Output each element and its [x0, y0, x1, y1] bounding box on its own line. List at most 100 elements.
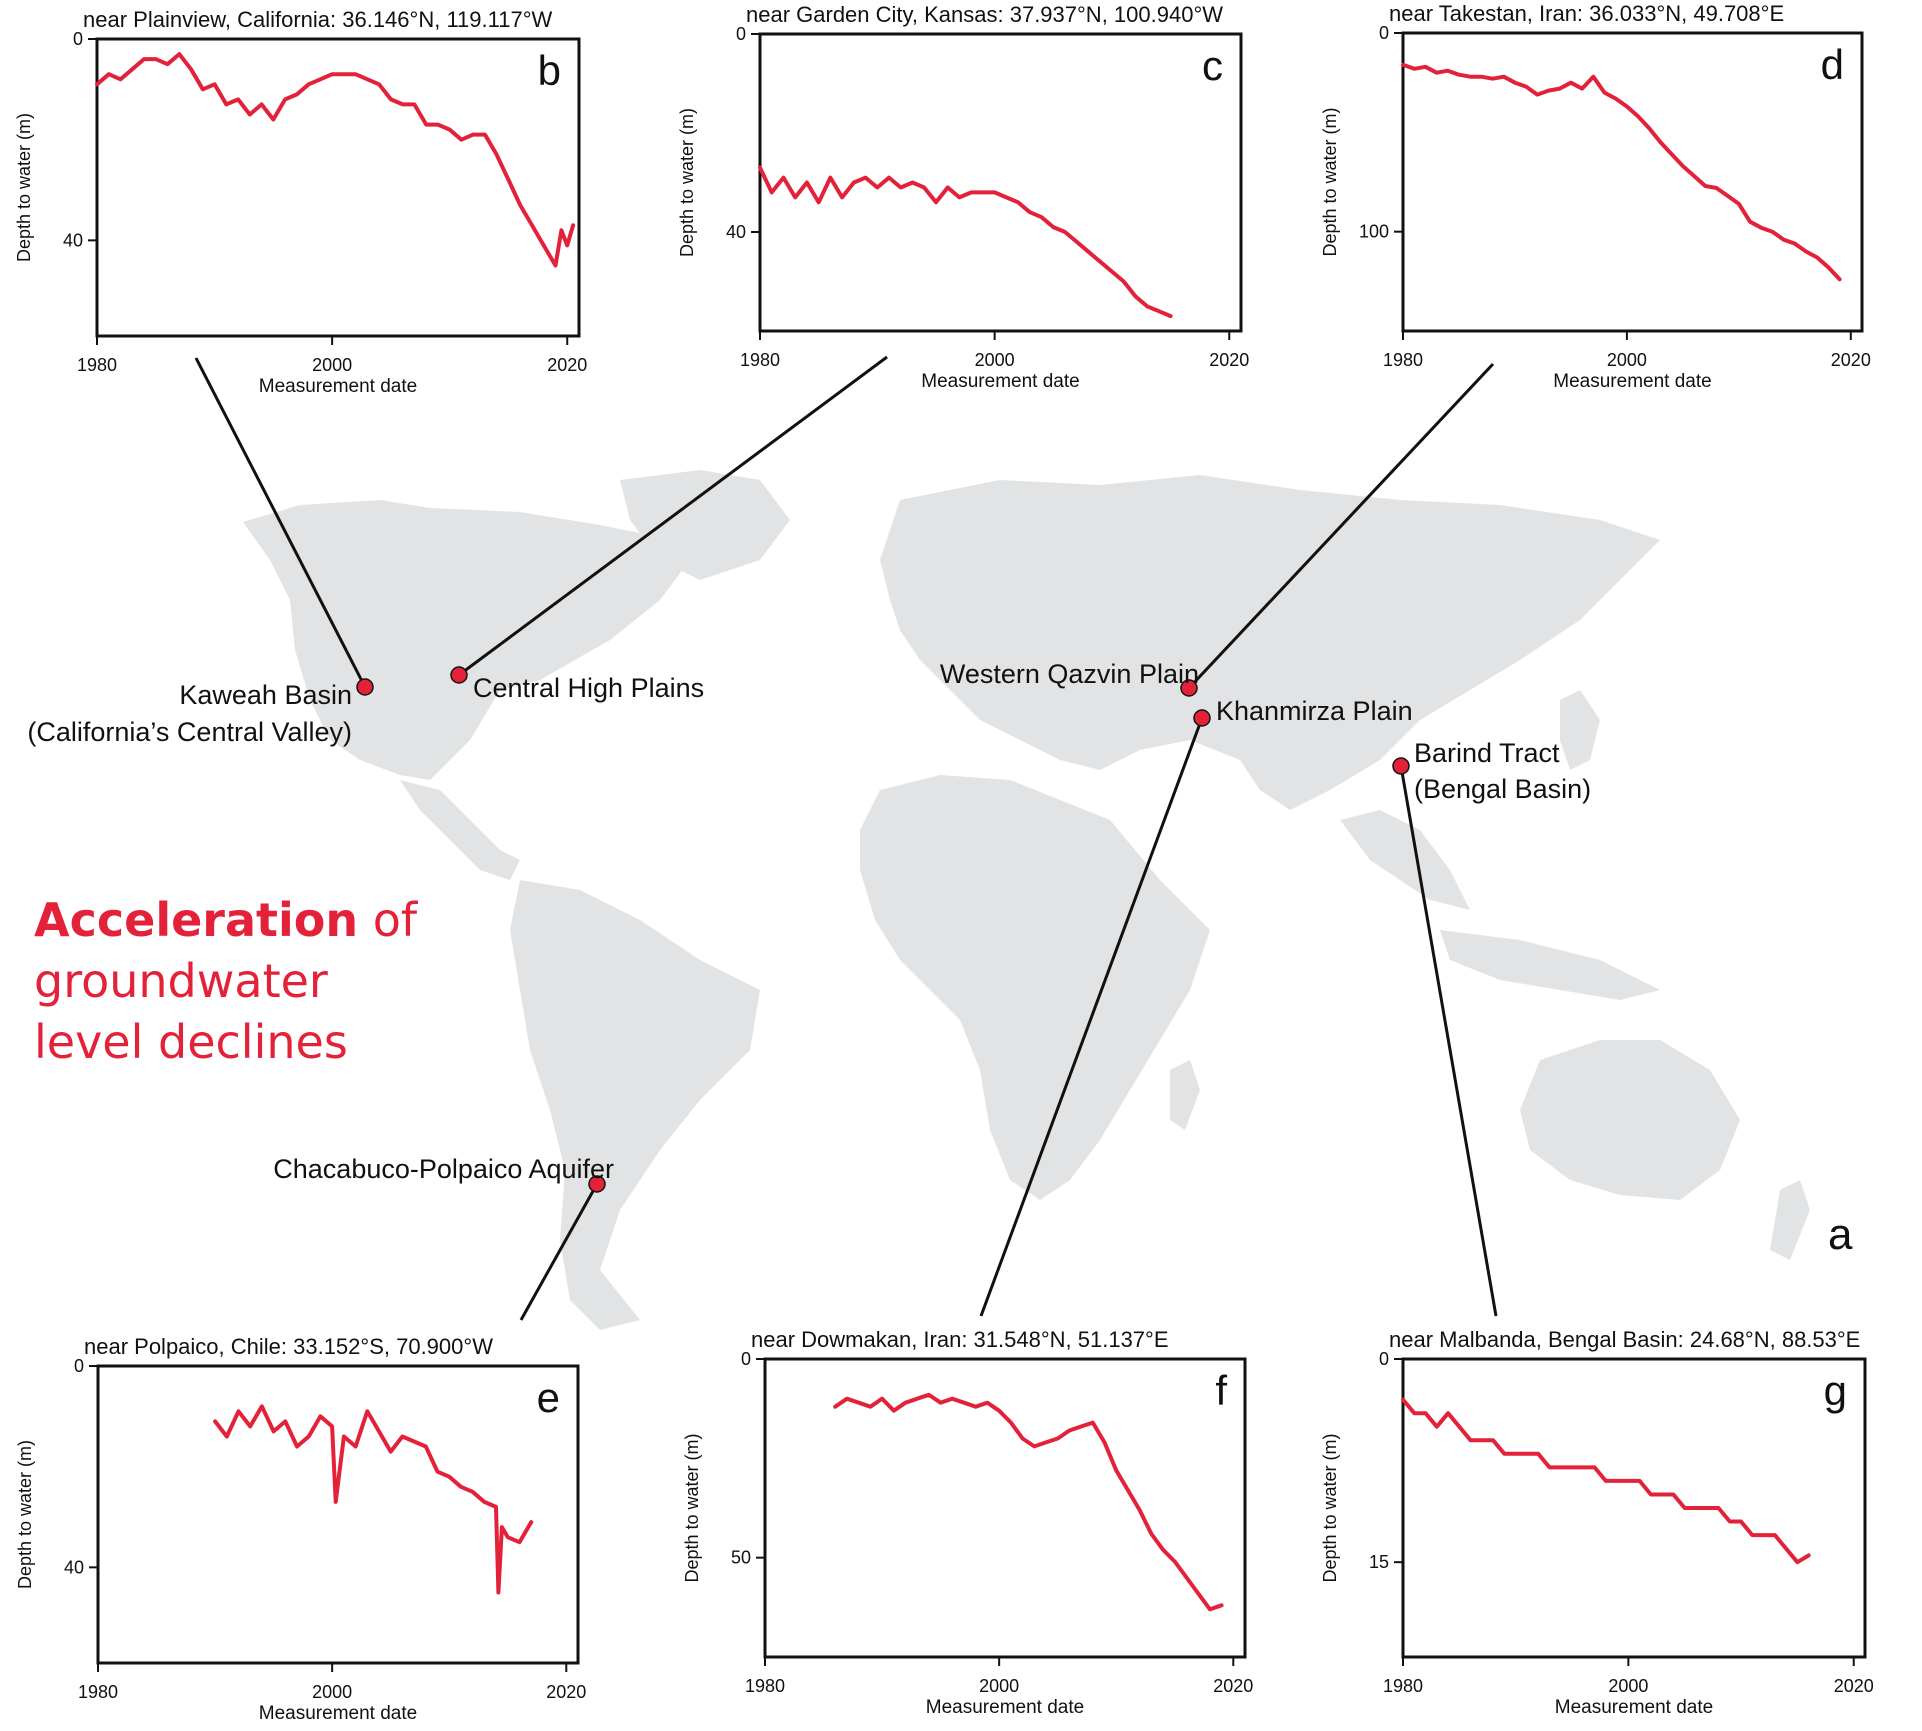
site-label: (Bengal Basin) [1414, 774, 1591, 804]
site-marker [356, 678, 374, 696]
headline-line-3: level declines [34, 1015, 348, 1069]
series-line [1401, 1397, 1811, 1565]
y-axis-label: Depth to water (m) [15, 1440, 35, 1589]
japan-shape [1560, 690, 1600, 770]
x-tick-label: 2020 [547, 355, 587, 375]
headline-line-2: groundwater [34, 954, 328, 1008]
site-qazvin: Western Qazvin Plain [940, 659, 1199, 697]
leader-line-kaweah [194, 357, 367, 688]
plot-frame [758, 32, 1243, 333]
y-tick-label: 40 [64, 1557, 84, 1577]
x-tick-label: 2000 [979, 1676, 1019, 1696]
y-tick-label: 50 [731, 1548, 751, 1568]
southeast-asia-shape [1340, 810, 1470, 910]
land-masses [243, 470, 1810, 1330]
y-axis-label: Depth to water (m) [677, 108, 697, 257]
plot-frame [763, 1357, 1247, 1659]
x-tick-label: 2000 [312, 355, 352, 375]
new-zealand-shape [1770, 1180, 1810, 1260]
site-barind: Barind Tract (Bengal Basin) [1392, 738, 1591, 804]
x-tick-label: 2000 [1608, 1676, 1648, 1696]
x-tick-label: 2020 [546, 1682, 586, 1702]
site-markers: Kaweah Basin (California’s Central Valley… [27, 659, 1591, 1193]
site-marker [588, 1175, 606, 1193]
x-tick-label: 1980 [745, 1676, 785, 1696]
chart-title: near Dowmakan, Iran: 31.548°N, 51.137°E [751, 1327, 1169, 1352]
headline-line-1: Acceleration of [34, 890, 454, 951]
chart-panel-d: near Takestan, Iran: 36.033°N, 49.708°E d… [1320, 1, 1871, 392]
world-map [243, 470, 1810, 1330]
x-axis-label: Measurement date [259, 376, 417, 397]
chart-title: near Garden City, Kansas: 37.937°N, 100.… [746, 2, 1223, 27]
site-label: Central High Plains [473, 673, 704, 703]
panel-letter-c: c [1202, 42, 1223, 89]
plot-frame [1401, 31, 1864, 333]
australia-shape [1520, 1040, 1740, 1200]
x-axis-label: Measurement date [1553, 371, 1711, 392]
x-tick-label: 2000 [312, 1682, 352, 1702]
site-label: Barind Tract [1414, 738, 1560, 768]
x-tick-label: 2000 [1607, 350, 1647, 370]
x-tick-label: 1980 [740, 350, 780, 370]
chart-title: near Malbanda, Bengal Basin: 24.68°N, 88… [1389, 1327, 1860, 1352]
chart-panel-c: near Garden City, Kansas: 37.937°N, 100.… [677, 2, 1249, 392]
series-line [213, 1404, 534, 1595]
x-tick-label: 2020 [1831, 350, 1871, 370]
panel-letter-d: d [1821, 41, 1844, 88]
site-marker [1180, 679, 1198, 697]
x-tick-label: 1980 [1383, 350, 1423, 370]
site-label: Khanmirza Plain [1216, 696, 1413, 726]
chart-panel-b: near Plainview, California: 36.146°N, 11… [14, 7, 587, 397]
headline: Acceleration of groundwater level declin… [34, 890, 454, 1073]
greenland-shape [620, 470, 790, 580]
series-line [95, 52, 576, 268]
chart-panels: near Plainview, California: 36.146°N, 11… [14, 1, 1874, 1724]
plot-frame [1401, 1357, 1867, 1659]
leader-line-khanmirza [979, 717, 1204, 1317]
site-marker [1392, 757, 1410, 775]
y-tick-label: 40 [726, 222, 746, 242]
x-tick-label: 1980 [1383, 1676, 1423, 1696]
site-label: (California’s Central Valley) [27, 717, 352, 747]
chart-title: near Plainview, California: 36.146°N, 11… [83, 7, 552, 32]
y-axis-label: Depth to water (m) [1320, 107, 1340, 256]
site-label: Kaweah Basin [179, 680, 352, 710]
y-tick-label: 0 [74, 1356, 84, 1376]
chart-panel-g: near Malbanda, Bengal Basin: 24.68°N, 88… [1320, 1327, 1874, 1718]
headline-bold: Acceleration [34, 893, 359, 947]
madagascar-shape [1170, 1060, 1200, 1130]
site-label: Western Qazvin Plain [940, 659, 1199, 689]
x-tick-label: 2020 [1209, 350, 1249, 370]
x-axis-label: Measurement date [921, 371, 1079, 392]
y-tick-label: 100 [1359, 222, 1389, 242]
y-axis-label: Depth to water (m) [682, 1433, 702, 1582]
series-line [1401, 62, 1842, 282]
leader-lines [194, 355, 1498, 1321]
x-tick-label: 2020 [1834, 1676, 1874, 1696]
site-marker [450, 666, 468, 684]
panel-letter-e: e [537, 1374, 560, 1421]
x-tick-label: 1980 [78, 1682, 118, 1702]
central-america-shape [400, 780, 520, 880]
y-axis-label: Depth to water (m) [14, 113, 34, 262]
site-chp: Central High Plains [450, 666, 704, 703]
eurasia-shape [880, 475, 1660, 810]
site-marker [1193, 709, 1211, 727]
headline-rest: of [358, 893, 418, 947]
plot-frame [96, 1364, 580, 1665]
panel-letter-f: f [1215, 1367, 1227, 1414]
leader-line-chp [458, 355, 888, 677]
maritime-asia-shape [1440, 930, 1660, 1000]
chart-panel-f: near Dowmakan, Iran: 31.548°N, 51.137°E f… [682, 1327, 1253, 1718]
y-tick-label: 0 [1379, 23, 1389, 43]
y-tick-label: 0 [736, 24, 746, 44]
x-axis-label: Measurement date [1555, 1697, 1713, 1718]
series-line [758, 165, 1173, 319]
x-tick-label: 1980 [77, 355, 117, 375]
site-chacabuco: Chacabuco-Polpaico Aquifer [273, 1154, 614, 1193]
site-label: Chacabuco-Polpaico Aquifer [273, 1154, 614, 1184]
panel-letter-b: b [538, 47, 561, 94]
x-axis-label: Measurement date [259, 1703, 417, 1724]
plot-frame [95, 37, 581, 338]
